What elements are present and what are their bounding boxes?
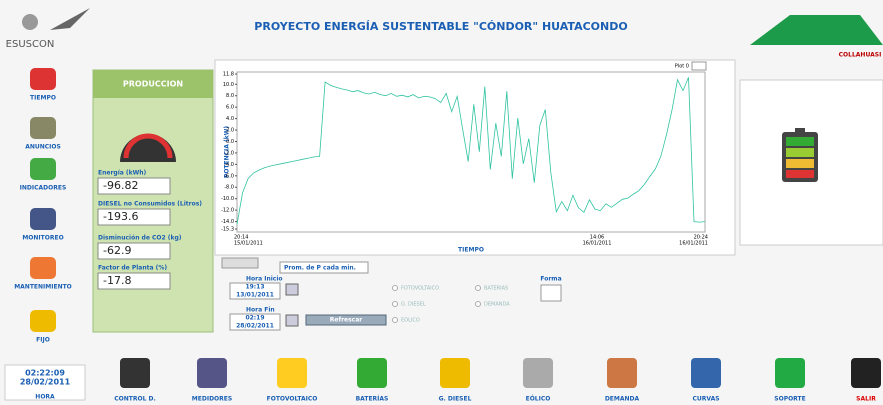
y-tick-label: 6.0 <box>226 105 234 111</box>
field-value: -62.9 <box>103 244 131 257</box>
sidebar-label: FIJO <box>36 337 50 344</box>
plot-area <box>237 72 705 232</box>
sidebar-icon[interactable] <box>30 68 56 90</box>
y-tick-label: -6.0 <box>224 173 234 179</box>
calendar-button[interactable] <box>286 284 298 295</box>
y-tick-label: -10.0 <box>221 196 234 202</box>
start-label: Hora Inicio <box>246 276 283 283</box>
nav-icon[interactable] <box>691 358 721 388</box>
nav-label: CURVAS <box>692 396 719 403</box>
logo-right: COLLAHUASI <box>750 15 883 59</box>
y-tick-label: -2.0 <box>224 150 234 156</box>
form-selector[interactable] <box>541 285 561 301</box>
sidebar-icon[interactable] <box>30 208 56 230</box>
nav-label: BATERÍAS <box>356 395 389 403</box>
radio-button[interactable] <box>393 302 398 307</box>
nav-label: EÓLICO <box>526 396 551 403</box>
end-time: 02:19 <box>245 315 264 322</box>
y-tick-label: 4.0 <box>226 116 234 122</box>
nav-label: FOTOVOLTAICO <box>267 396 318 403</box>
button-text: Refrescar <box>330 317 363 324</box>
nav-icon[interactable] <box>851 358 881 388</box>
nav-label: MEDIDORES <box>192 396 232 403</box>
field-value: -17.8 <box>103 274 131 287</box>
calendar-button[interactable] <box>286 315 298 326</box>
field-label: Factor de Planta (%) <box>98 265 167 272</box>
logo-left: ESUSCON <box>6 8 90 50</box>
sidebar-label: MONITOREO <box>22 235 63 242</box>
nav-icon[interactable] <box>197 358 227 388</box>
clock-date: 28/02/2011 <box>20 378 71 387</box>
y-tick-label: -15.3 <box>221 227 234 233</box>
field-value: -193.6 <box>103 210 138 223</box>
nav-icon[interactable] <box>607 358 637 388</box>
nav-icon[interactable] <box>775 358 805 388</box>
battery-icon <box>782 128 818 182</box>
y-tick-label: -12.0 <box>221 208 234 214</box>
nav-label: SALIR <box>856 396 876 403</box>
screen: ESUSCON PROYECTO ENERGÍA SUSTENTABLE "CÓ… <box>0 0 883 405</box>
sidebar-label: TIEMPO <box>30 95 56 102</box>
radio-label: FOTOVOLTAICO <box>401 286 439 292</box>
y-tick-label: 10.0 <box>223 82 234 88</box>
field-label: DIESEL no Consumidos (Litros) <box>98 201 202 208</box>
nav-icon[interactable] <box>120 358 150 388</box>
nav-label: G. DIESEL <box>439 396 472 403</box>
clock-label: HORA <box>35 394 55 401</box>
form-label: Forma <box>540 276 561 283</box>
field-value: -96.82 <box>103 179 138 192</box>
legend-swatch <box>692 62 706 70</box>
radio-label: EOLICO <box>401 318 420 324</box>
start-date: 13/01/2011 <box>236 292 274 299</box>
y-tick-label: -4.0 <box>224 162 234 168</box>
y-tick-label: 8.0 <box>226 93 234 99</box>
end-label: Hora Fin <box>246 307 275 314</box>
y-tick-label: 11.8 <box>223 72 234 78</box>
y-tick-label: -14.0 <box>221 219 234 225</box>
nav-icon[interactable] <box>357 358 387 388</box>
y-tick-label: -8.0 <box>224 185 234 191</box>
sidebar-label: INDICADORES <box>20 185 67 192</box>
y-tick-label: 2.0 <box>226 128 234 134</box>
legend-label: Plot 0 <box>675 64 689 70</box>
radio-button[interactable] <box>476 286 481 291</box>
radio-label: BATERIAS <box>484 286 508 292</box>
page-title: PROYECTO ENERGÍA SUSTENTABLE "CÓNDOR" HU… <box>254 20 627 33</box>
radio-button[interactable] <box>476 302 481 307</box>
panel-title: PRODUCCION <box>123 80 183 89</box>
sidebar-icon[interactable] <box>30 310 56 332</box>
radio-label: G. DIESEL <box>401 302 426 308</box>
x-tick-label: 16/01/2011 <box>679 241 708 247</box>
sidebar-label: ANUNCIOS <box>25 144 61 151</box>
radio-label: DEMANDA <box>484 302 510 308</box>
sidebar-icon[interactable] <box>30 257 56 279</box>
toolbar[interactable] <box>222 258 258 268</box>
y-tick-label: 0.0 <box>226 139 234 145</box>
field-label: Disminución de CO2 (kg) <box>98 235 182 242</box>
sidebar-icon[interactable] <box>30 158 56 180</box>
start-time: 19:13 <box>245 284 264 291</box>
nav-label: CONTROL D. <box>114 396 156 403</box>
end-date: 28/02/2011 <box>236 323 274 330</box>
logo-text: ESUSCON <box>6 39 55 50</box>
radio-button[interactable] <box>393 286 398 291</box>
nav-label: SOPORTE <box>774 396 805 403</box>
sidebar-label: MANTENIMIENTO <box>14 284 72 291</box>
clock-time: 02:22:09 <box>25 369 65 378</box>
radio-button[interactable] <box>393 318 398 323</box>
nav-icon[interactable] <box>277 358 307 388</box>
nav-label: DEMANDA <box>605 396 640 403</box>
x-tick-label: 15/01/2011 <box>234 241 263 247</box>
x-tick-label: 16/01/2011 <box>583 241 612 247</box>
nav-icon[interactable] <box>523 358 553 388</box>
logo-text: COLLAHUASI <box>839 52 882 59</box>
dropdown-text: Prom. de P cada min. <box>284 265 356 272</box>
x-axis-label: TIEMPO <box>458 247 484 254</box>
field-label: Energía (kWh) <box>98 170 147 177</box>
sidebar-icon[interactable] <box>30 117 56 139</box>
nav-icon[interactable] <box>440 358 470 388</box>
